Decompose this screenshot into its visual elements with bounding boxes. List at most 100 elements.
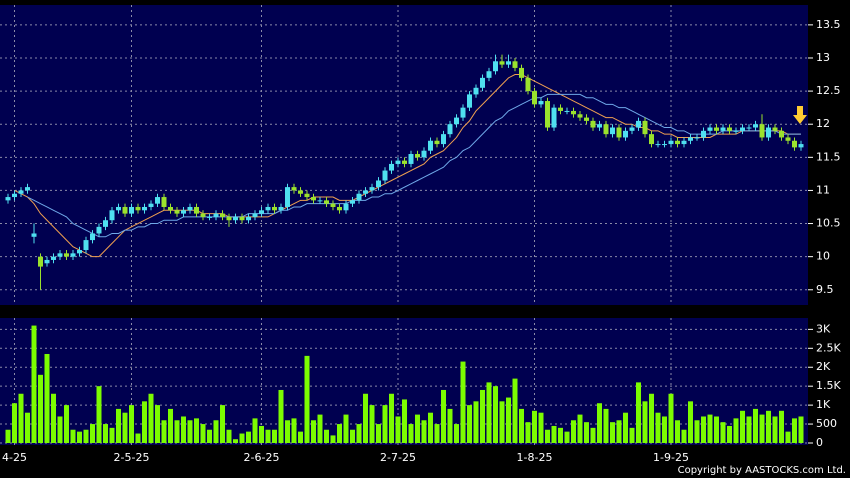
volume-bar: [395, 416, 401, 443]
candle-body: [746, 127, 752, 129]
candle-body: [44, 259, 50, 264]
candle-body: [759, 124, 765, 138]
volume-bar: [122, 412, 128, 443]
volume-bar: [265, 429, 271, 443]
volume-bar: [96, 386, 102, 443]
candle-body: [337, 206, 342, 211]
volume-bar: [213, 420, 219, 443]
candle-body: [317, 200, 323, 202]
volume-bar: [792, 418, 797, 443]
candle-body: [402, 160, 407, 164]
volume-bar: [109, 427, 115, 443]
volume-bar: [701, 416, 706, 443]
volume-bar: [220, 405, 225, 443]
candle-body: [629, 127, 635, 131]
volume-bar: [129, 405, 134, 443]
candle-body: [194, 206, 199, 214]
candle-body: [623, 130, 628, 138]
candle-body: [298, 190, 303, 194]
volume-bar: [675, 420, 680, 443]
volume-bar: [493, 386, 498, 443]
candle-body: [259, 210, 264, 214]
volume-bar: [564, 431, 570, 443]
volume-bar: [688, 401, 693, 443]
candle-body: [571, 110, 576, 115]
candle-body: [389, 163, 394, 171]
candle-body: [213, 213, 219, 217]
candle-body: [642, 120, 648, 135]
volume-bar: [590, 427, 596, 443]
y-tick-label: 1.5K: [816, 379, 841, 392]
candle-body: [512, 61, 518, 68]
volume-bar: [551, 425, 557, 443]
candle-body: [324, 200, 329, 204]
volume-bar: [38, 374, 43, 443]
volume-bar: [421, 420, 427, 443]
price-panel: [0, 5, 808, 305]
x-tick-label: 1-9-25: [653, 451, 689, 464]
volume-bar: [64, 405, 69, 443]
candle-body: [155, 197, 160, 204]
volume-bar: [603, 408, 609, 443]
candle-body: [681, 140, 687, 145]
marker-arrow: [793, 106, 807, 124]
candle-body: [662, 144, 667, 146]
candle-body: [109, 210, 115, 221]
candle-body: [649, 134, 654, 145]
volume-bar: [759, 414, 765, 443]
candle-body: [207, 216, 212, 218]
candle-body: [714, 127, 719, 131]
volume-bar: [766, 410, 771, 443]
candle-body: [220, 213, 225, 217]
y-tick-label: 3K: [816, 322, 831, 335]
candle-body: [597, 124, 602, 128]
candle-body: [272, 206, 277, 211]
candle-body: [168, 206, 173, 211]
volume-bar: [155, 405, 160, 443]
candle-body: [428, 140, 433, 151]
volume-bar: [252, 418, 258, 443]
candle-body: [688, 137, 693, 141]
volume-bar: [376, 424, 381, 443]
volume-bar: [311, 420, 316, 443]
candle-body: [38, 256, 43, 267]
candle-body: [161, 197, 167, 207]
volume-bar: [239, 433, 245, 443]
volume-bar: [317, 414, 323, 443]
candle-body: [103, 220, 108, 227]
volume-bar: [512, 378, 518, 443]
volume-bar: [545, 429, 550, 443]
y-tick-label: 10: [816, 250, 830, 263]
volume-bar: [174, 420, 180, 443]
candle-body: [90, 233, 95, 241]
candle-body: [252, 213, 258, 217]
volume-bar: [298, 431, 303, 443]
volume-bar: [538, 412, 544, 443]
y-tick-label: 2K: [816, 360, 831, 373]
volume-bar: [343, 414, 349, 443]
volume-bar: [798, 416, 804, 443]
volume-bar: [532, 410, 537, 443]
candle-body: [720, 127, 726, 131]
candle-body: [122, 206, 128, 214]
candle-body: [395, 160, 401, 164]
candle-body: [616, 127, 622, 138]
volume-bar: [285, 420, 290, 443]
volume-bar: [460, 361, 466, 443]
candle-body: [12, 193, 17, 198]
volume-bar: [337, 424, 342, 443]
volume-bar: [324, 429, 329, 443]
candle-body: [525, 77, 531, 92]
candle-body: [701, 130, 706, 138]
volume-bar: [506, 397, 511, 443]
volume-bar: [90, 424, 95, 443]
volume-bar: [142, 401, 147, 443]
volume-bar: [408, 424, 414, 443]
volume-bar: [454, 424, 459, 443]
volume-bar: [486, 382, 492, 443]
candle-body: [590, 120, 596, 128]
candle-body: [519, 67, 524, 78]
moving-average-line: [14, 74, 801, 258]
candle-body: [506, 61, 511, 65]
